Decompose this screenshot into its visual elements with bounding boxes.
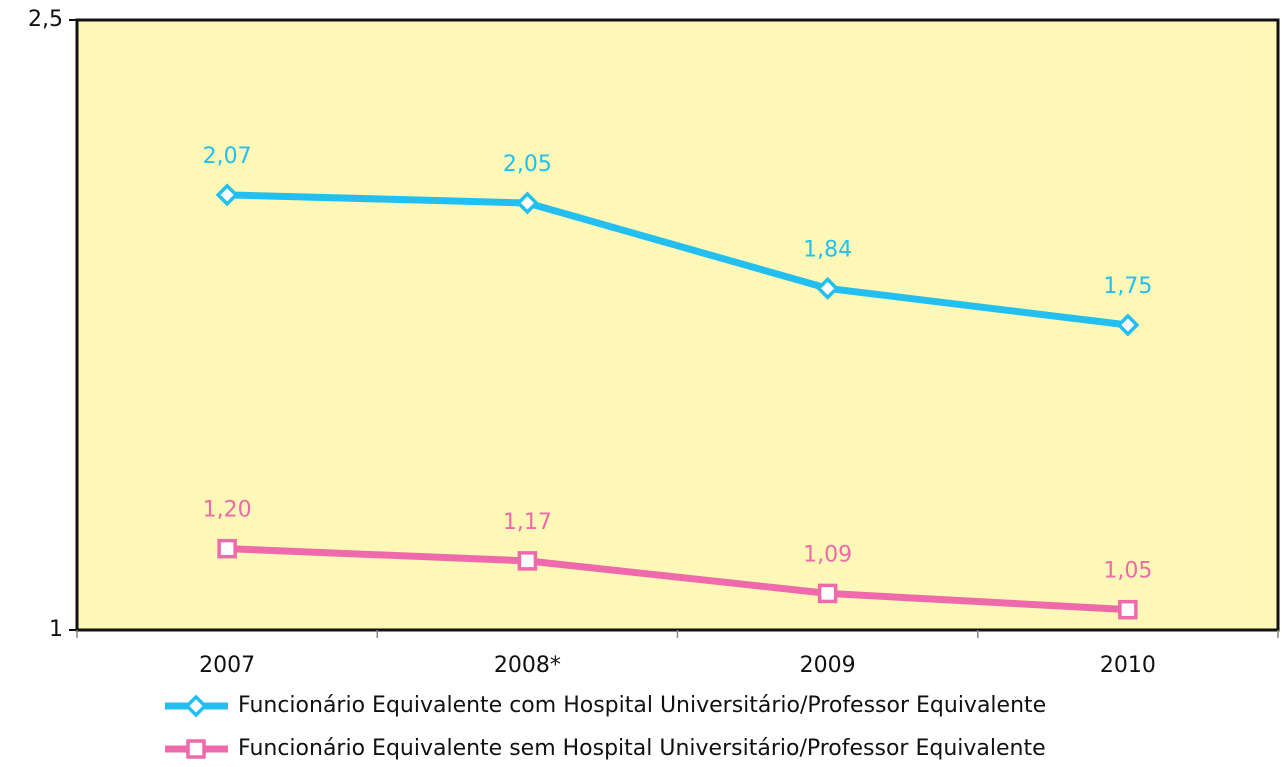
- data-label: 1,75: [1103, 274, 1152, 299]
- data-label: 1,05: [1103, 559, 1152, 584]
- data-label: 1,20: [203, 498, 252, 523]
- data-label: 2,07: [203, 144, 252, 169]
- marker: [517, 551, 538, 571]
- marker: [816, 276, 840, 300]
- y-tick-label: 1: [49, 617, 63, 642]
- x-tick-label: 2008*: [494, 653, 561, 678]
- y-tick-label: 2,5: [28, 7, 63, 32]
- marker: [817, 583, 838, 604]
- marker: [1116, 313, 1140, 337]
- data-label: 1,17: [503, 510, 552, 535]
- marker: [184, 694, 208, 718]
- x-tick-label: 2007: [199, 653, 255, 678]
- marker: [217, 538, 237, 559]
- series-line: [227, 191, 1129, 329]
- series-line: [226, 545, 1129, 614]
- data-label: 1,09: [803, 542, 852, 567]
- legend-label: Funcionário Equivalente sem Hospital Uni…: [238, 736, 1046, 761]
- x-tick-label: 2010: [1100, 653, 1156, 678]
- legend-label: Funcionário Equivalente com Hospital Uni…: [238, 693, 1046, 718]
- data-label: 1,84: [803, 237, 852, 262]
- plot-area: [75, 18, 1280, 632]
- data-label: 2,05: [503, 152, 552, 177]
- marker: [215, 183, 239, 207]
- x-tick-label: 2009: [800, 653, 856, 678]
- marker: [515, 191, 539, 215]
- marker: [186, 739, 206, 759]
- marker: [1118, 599, 1138, 620]
